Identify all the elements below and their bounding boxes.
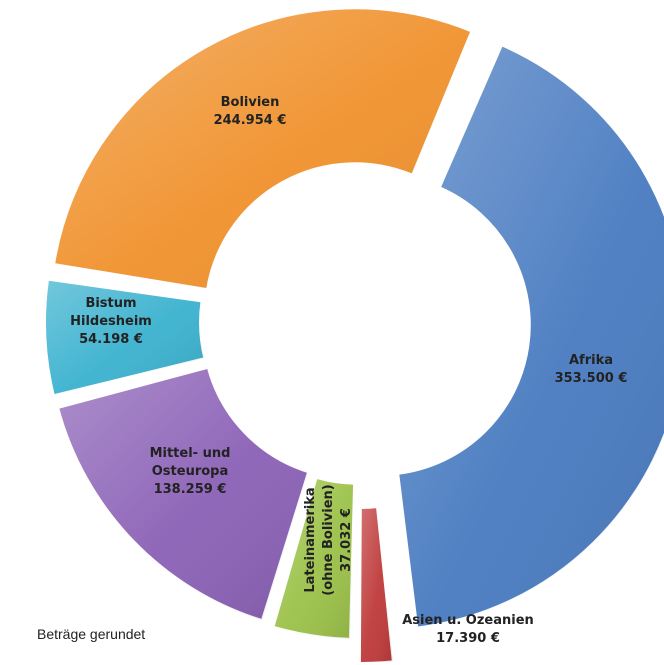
label-line-bolivien-0: Bolivien — [221, 95, 280, 110]
label-mittel: Mittel- und Osteuropa 138.259 € — [150, 446, 231, 497]
label-asien: Asien u. Ozeanien 17.390 € — [402, 613, 534, 646]
label-line-afrika-1: 353.500 € — [555, 371, 628, 386]
label-latein: Lateinamerika (ohne Bolivien) 37.032 € — [303, 484, 354, 595]
slice-shine-asien — [359, 507, 393, 663]
slice-shine-mittel — [58, 367, 309, 621]
slice-shine-afrika — [398, 45, 664, 628]
label-afrika: Afrika 353.500 € — [555, 353, 628, 386]
slice-shine-bistum — [45, 279, 205, 396]
label-line-mittel-2: 138.259 € — [154, 482, 227, 497]
label-line-latein-1: (ohne Bolivien) — [321, 484, 336, 595]
label-line-asien-1: 17.390 € — [436, 631, 500, 646]
footnote: Beträge gerundet — [37, 626, 146, 642]
label-bistum: Bistum Hildesheim 54.198 € — [70, 296, 152, 347]
slice-shine-bolivien — [54, 8, 472, 290]
label-line-asien-0: Asien u. Ozeanien — [402, 613, 534, 628]
slice-shine-latein — [273, 477, 355, 639]
label-bolivien: Bolivien 244.954 € — [214, 95, 287, 128]
label-line-bistum-1: Hildesheim — [70, 314, 152, 329]
label-line-latein-0: Lateinamerika — [303, 487, 318, 592]
label-line-bistum-2: 54.198 € — [79, 332, 143, 347]
label-line-mittel-0: Mittel- und — [150, 446, 231, 461]
label-line-bolivien-1: 244.954 € — [214, 113, 287, 128]
label-line-latein-2: 37.032 € — [339, 508, 354, 572]
label-line-mittel-1: Osteuropa — [152, 464, 229, 479]
label-line-bistum-0: Bistum — [85, 296, 136, 311]
label-line-afrika-0: Afrika — [569, 353, 613, 368]
